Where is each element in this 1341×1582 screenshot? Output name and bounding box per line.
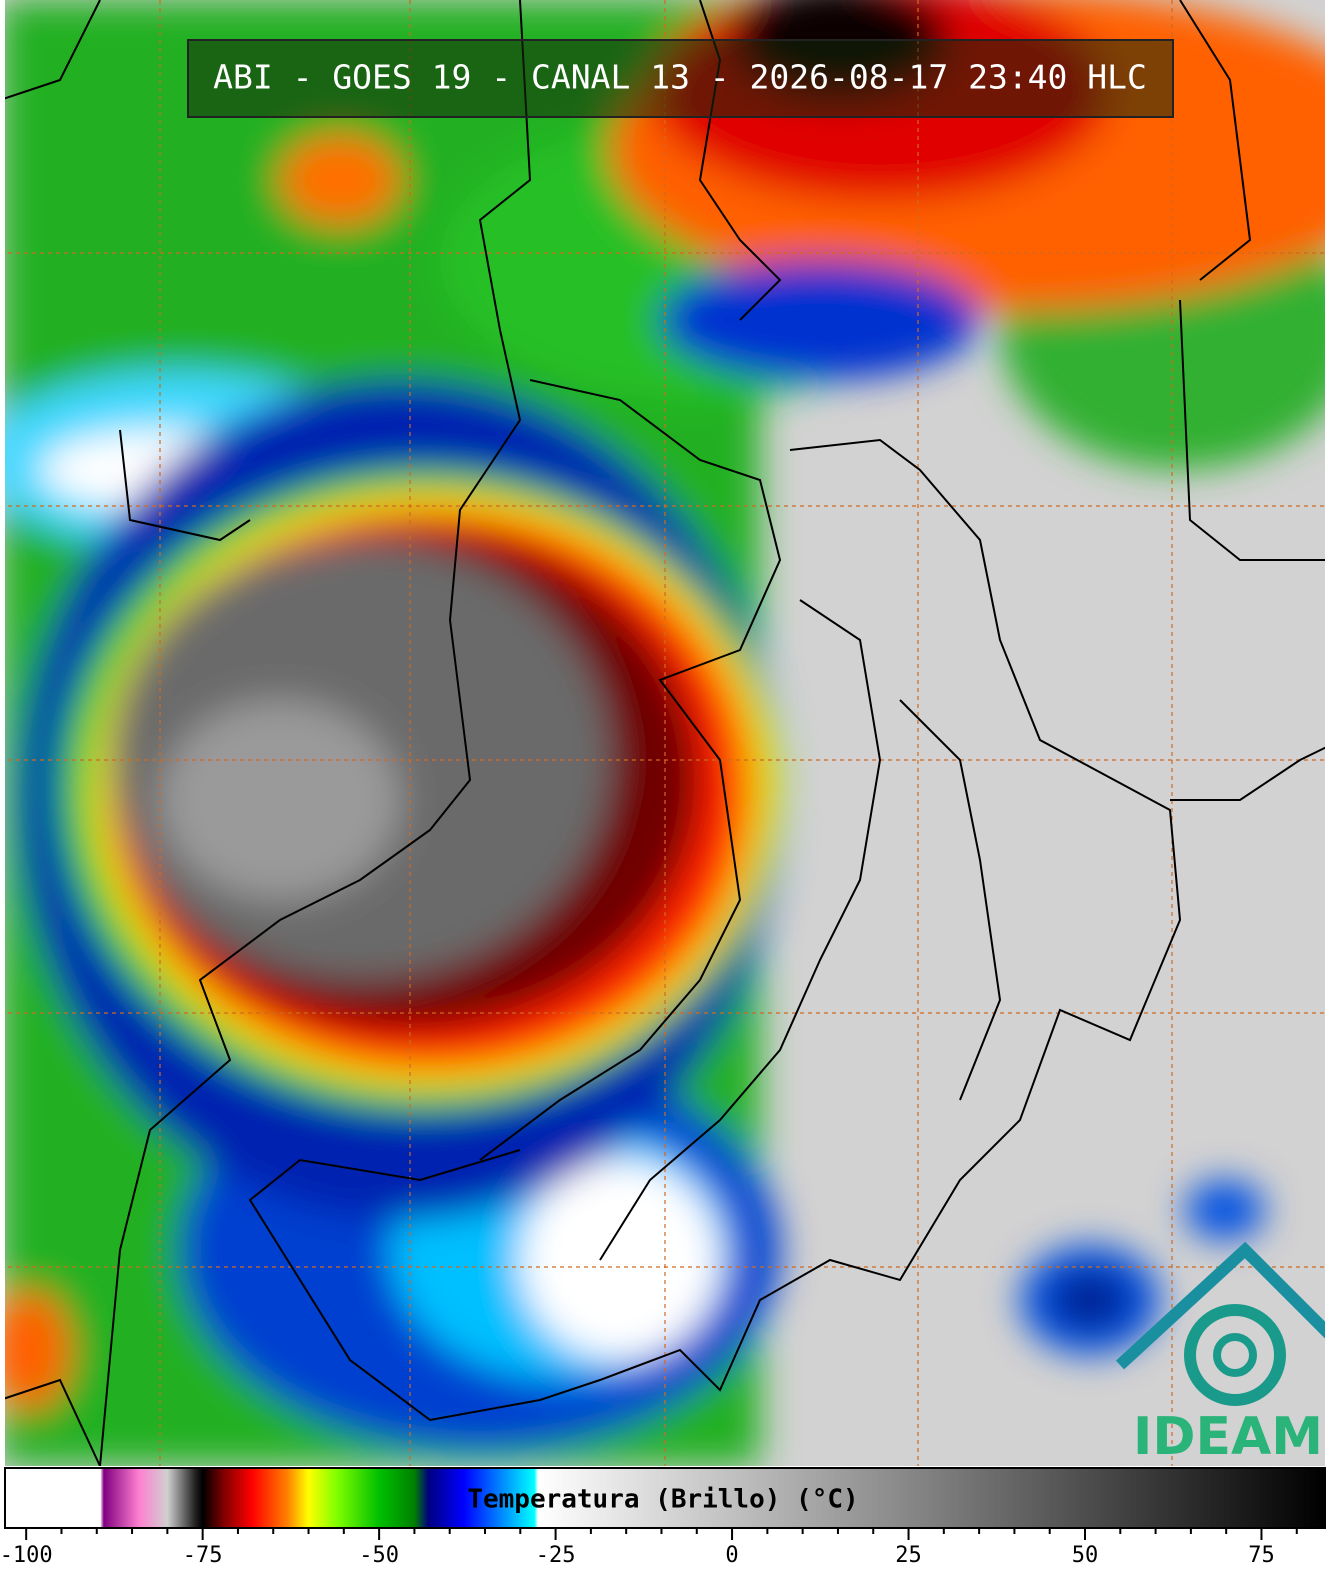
colorbar-label: Temperatura (Brillo) (°C)	[467, 1485, 858, 1515]
tick-label: -25	[536, 1543, 576, 1568]
tick-label: -100	[0, 1543, 53, 1568]
title: ABI - GOES 19 - CANAL 13 - 2026-08-17 23…	[213, 58, 1147, 97]
tick-label: 50	[1072, 1543, 1099, 1568]
title-box	[187, 39, 1174, 118]
colorbar-fill	[4, 1467, 1326, 1529]
tick-label: 0	[725, 1543, 738, 1568]
logo-roof	[1115, 1241, 1325, 1370]
tick-label: -50	[359, 1543, 399, 1568]
tick-label: 25	[895, 1543, 922, 1568]
logo-text: IDEAM	[1133, 1407, 1323, 1467]
logo-swirl-inner	[1213, 1333, 1257, 1377]
logo-swirl	[1184, 1304, 1286, 1406]
colorbar: Temperatura (Brillo) (°C) -100 -75 -50 -25 0 2…	[0, 1467, 1326, 1568]
tick-label: 75	[1248, 1543, 1275, 1568]
borders	[5, 0, 1325, 1466]
satellite-image: IDEAM	[5, 0, 1325, 1467]
tick-label: -75	[183, 1543, 223, 1568]
